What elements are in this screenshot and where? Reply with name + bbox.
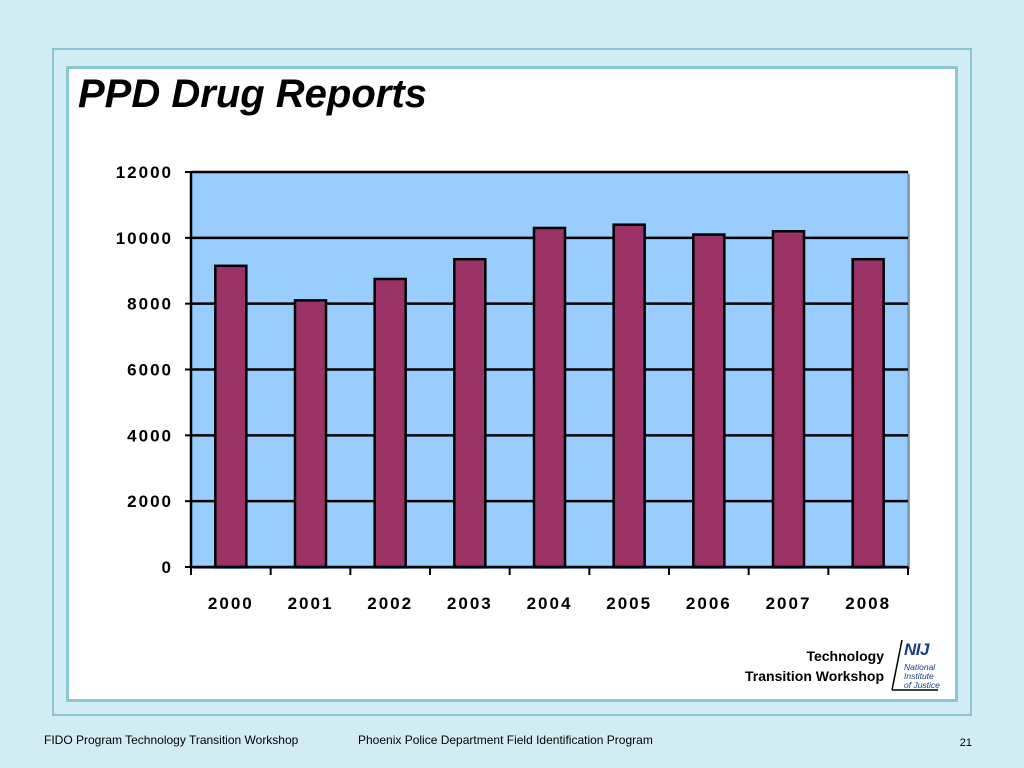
x-tick-label: 2005	[606, 594, 652, 613]
bar-2003	[453, 257, 487, 569]
slide-title: PPD Drug Reports	[78, 72, 427, 116]
page-number: 21	[959, 737, 972, 749]
bar-2004	[532, 226, 567, 569]
bar-2008	[851, 257, 885, 569]
x-tick-label: 2002	[367, 594, 413, 613]
x-tick-label: 2000	[208, 594, 254, 613]
bar-2000	[214, 264, 248, 569]
x-tick-label: 2008	[845, 594, 891, 613]
x-tick-label: 2001	[288, 594, 334, 613]
bar-2006	[692, 233, 726, 569]
workshop-label-line2: Transition Workshop	[745, 668, 884, 684]
nij-logo-mark	[891, 639, 938, 691]
workshop-label-line1: Technology	[806, 648, 884, 664]
y-tick-label: 4000	[127, 426, 173, 445]
bar-2005	[612, 223, 646, 569]
y-tick-label: 0	[162, 558, 173, 577]
x-tick-label: 2006	[686, 594, 732, 613]
nij-logo-sub1: National	[904, 662, 936, 672]
workshop-label: Technology Transition Workshop	[745, 646, 884, 686]
x-tick-label: 2003	[447, 594, 493, 613]
nij-logo-sub3: of Justice	[904, 680, 940, 690]
y-tick-label: 8000	[127, 295, 173, 314]
nij-logo-sub2: Institute	[904, 671, 934, 681]
y-tick-label: 6000	[127, 361, 173, 380]
bar-2001	[293, 299, 328, 569]
y-tick-label: 10000	[116, 229, 173, 248]
x-tick-label: 2004	[527, 594, 573, 613]
bar-2007	[771, 230, 806, 569]
nij-logo: NIJ National Institute of Justice	[890, 638, 942, 694]
x-tick-label: 2007	[766, 594, 812, 613]
footer-center-text: Phoenix Police Department Field Identifi…	[358, 733, 653, 747]
bar-2002	[373, 277, 407, 569]
footer-left-text: FIDO Program Technology Transition Works…	[44, 733, 299, 747]
nij-logo-lettering: NIJ	[904, 640, 929, 659]
y-tick-label: 2000	[127, 492, 173, 511]
y-tick-label: 12000	[116, 163, 173, 182]
